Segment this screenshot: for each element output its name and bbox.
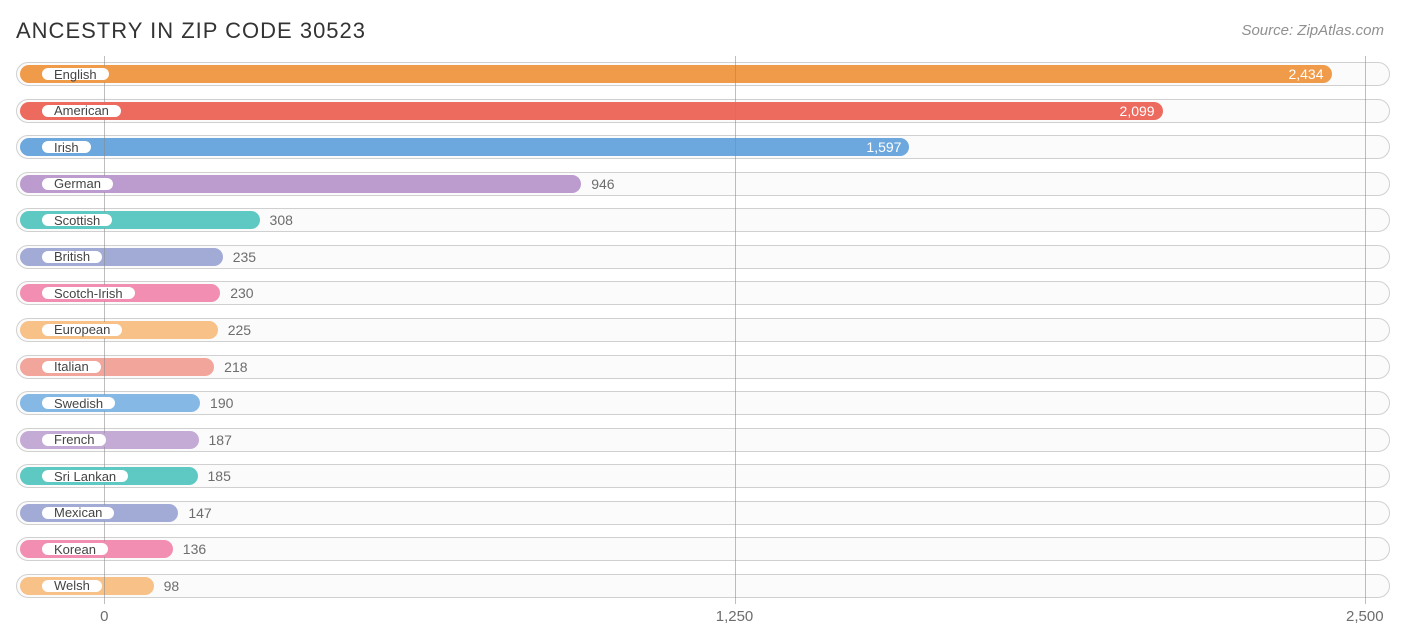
bar-label-pill: Irish (40, 139, 93, 155)
bar-row: Korean 136 (16, 534, 1390, 564)
bar (20, 102, 1163, 120)
bar-value: 218 (224, 359, 247, 375)
grid-line (1365, 56, 1366, 604)
bar-value: 1,597 (866, 139, 901, 155)
bar-track (16, 318, 1390, 342)
chart-source: Source: ZipAtlas.com (1241, 22, 1384, 39)
bar-row: Irish 1,597 (16, 132, 1390, 162)
bar-label-pill: Korean (40, 541, 110, 557)
bar-value: 308 (270, 212, 293, 228)
bar-value: 235 (233, 249, 256, 265)
bar-row: Swedish 190 (16, 388, 1390, 418)
bar-label-pill: Welsh (40, 578, 104, 594)
chart-title: ANCESTRY IN ZIP CODE 30523 (16, 18, 366, 44)
bar-row: Scotch-Irish 230 (16, 278, 1390, 308)
bar-label-pill: Swedish (40, 395, 117, 411)
bar-row: French 187 (16, 425, 1390, 455)
grid-line (735, 56, 736, 604)
bar-label-pill: Italian (40, 359, 103, 375)
bar-value: 185 (208, 468, 231, 484)
bar-row: American 2,099 (16, 96, 1390, 126)
bar-track (16, 537, 1390, 561)
bar-value: 190 (210, 395, 233, 411)
x-tick: 2,500 (1346, 608, 1384, 625)
bar-value: 136 (183, 541, 206, 557)
bar (20, 65, 1332, 83)
bar-value: 147 (188, 505, 211, 521)
bar-track (16, 501, 1390, 525)
bar-track (16, 355, 1390, 379)
bar-row: European 225 (16, 315, 1390, 345)
bar-label-pill: American (40, 103, 123, 119)
bar-value: 2,099 (1120, 103, 1155, 119)
bar-value: 2,434 (1288, 66, 1323, 82)
bar-row: Scottish 308 (16, 205, 1390, 235)
bar-label-pill: European (40, 322, 124, 338)
bar-row: Italian 218 (16, 352, 1390, 382)
bar-value: 98 (164, 578, 180, 594)
bar-label-pill: Scotch-Irish (40, 285, 137, 301)
bar-row: English 2,434 (16, 59, 1390, 89)
x-axis: 0 1,250 2,500 (16, 608, 1390, 636)
bar-value: 230 (230, 285, 253, 301)
bar-row: British 235 (16, 242, 1390, 272)
bar-rows: English 2,434 American 2,099 Irish 1,597 Germa… (16, 56, 1390, 604)
bar-row: Mexican 147 (16, 498, 1390, 528)
bar (20, 138, 909, 156)
bar-label-pill: Scottish (40, 212, 114, 228)
bar-row: German 946 (16, 169, 1390, 199)
bar-label-pill: British (40, 249, 104, 265)
bar-label-pill: French (40, 432, 108, 448)
bar-row: Sri Lankan 185 (16, 461, 1390, 491)
bar-track (16, 574, 1390, 598)
bar-track (16, 281, 1390, 305)
bar-value: 946 (591, 176, 614, 192)
bar-row: Welsh 98 (16, 571, 1390, 601)
bar-value: 225 (228, 322, 251, 338)
bar-label-pill: English (40, 66, 111, 82)
bar-label-pill: Mexican (40, 505, 116, 521)
x-tick: 1,250 (716, 608, 754, 625)
ancestry-chart: ANCESTRY IN ZIP CODE 30523 Source: ZipAt… (0, 0, 1406, 644)
plot-area: English 2,434 American 2,099 Irish 1,597 Germa… (16, 56, 1390, 604)
x-tick: 0 (100, 608, 108, 625)
bar-value: 187 (209, 432, 232, 448)
bar-label-pill: German (40, 176, 115, 192)
bar-label-pill: Sri Lankan (40, 468, 130, 484)
